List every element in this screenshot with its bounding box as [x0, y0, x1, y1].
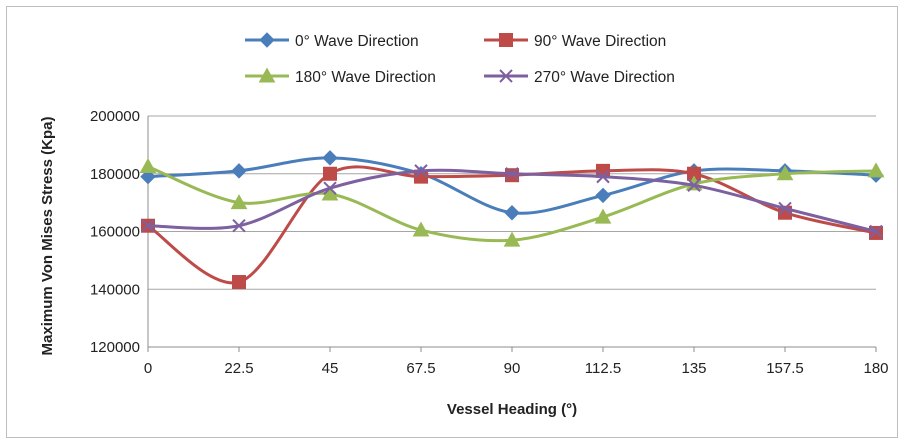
y-tick-label: 140000 [90, 281, 140, 298]
y-tick-label: 200000 [90, 108, 140, 125]
data-point [504, 205, 520, 221]
data-point [231, 163, 247, 179]
legend-marker [258, 67, 276, 83]
x-marker-stroke [869, 224, 883, 239]
legend-label: 0° Wave Direction [295, 33, 419, 50]
data-point [230, 194, 248, 210]
data-point [232, 219, 246, 233]
x-tick-label: 22.5 [224, 360, 253, 377]
data-point [232, 275, 246, 290]
legend-entry: 270° Wave Direction [484, 69, 675, 86]
data-point [141, 219, 155, 233]
data-point [867, 162, 885, 178]
legend-marker [259, 32, 275, 48]
data-point [412, 221, 430, 237]
y-tick-label: 120000 [90, 339, 140, 356]
data-point [414, 164, 428, 178]
x-tick-label: 112.5 [585, 360, 621, 377]
x-marker-stroke [778, 201, 792, 216]
x-tick-label: 180 [863, 360, 888, 377]
x-tick-label: 0 [144, 360, 152, 377]
series-90-wave-direction [141, 163, 883, 290]
x-marker-stroke [505, 167, 519, 181]
legend-marker [499, 69, 513, 83]
data-point [869, 224, 883, 239]
x-axis-title: Vessel Heading (°) [447, 401, 577, 418]
legend-marker [499, 33, 513, 47]
legend-entry: 90° Wave Direction [484, 33, 666, 50]
x-tick-label: 45 [322, 360, 339, 377]
data-point [140, 168, 156, 185]
data-point [323, 166, 337, 181]
x-marker-stroke [323, 181, 337, 195]
data-point [595, 187, 611, 204]
y-axis-title: Maximum Von Mises Stress (Kpa) [39, 117, 56, 356]
series-0-wave-direction [140, 150, 884, 221]
legend-label: 90° Wave Direction [534, 33, 666, 50]
data-point [322, 150, 338, 166]
x-tick-label: 67.5 [406, 360, 435, 377]
data-point [778, 201, 792, 216]
data-point [594, 208, 612, 224]
data-point [323, 181, 337, 195]
x-marker-stroke [499, 69, 513, 83]
data-point [139, 158, 157, 174]
legend-entry: 0° Wave Direction [245, 32, 419, 50]
x-marker-stroke [141, 219, 155, 233]
x-marker-stroke [687, 178, 701, 193]
x-tick-label: 90 [504, 360, 521, 377]
data-point [776, 165, 794, 181]
series-270-wave-direction [141, 164, 883, 239]
data-point [687, 178, 701, 193]
x-tick-label: 157.5 [766, 360, 804, 377]
y-tick-label: 160000 [90, 224, 140, 241]
data-point [505, 167, 519, 181]
data-point [503, 231, 521, 247]
y-tick-label: 180000 [90, 166, 140, 183]
data-point [596, 169, 610, 184]
legend-label: 270° Wave Direction [534, 69, 675, 86]
series-180-wave-direction [139, 158, 885, 247]
x-tick-label: 135 [681, 360, 706, 377]
legend-entry: 180° Wave Direction [245, 67, 436, 86]
x-marker-stroke [232, 219, 246, 233]
x-marker-stroke [414, 164, 428, 178]
x-marker-stroke [596, 169, 610, 184]
data-point [869, 225, 883, 240]
legend-label: 180° Wave Direction [295, 69, 436, 86]
series-line [147, 165, 877, 285]
